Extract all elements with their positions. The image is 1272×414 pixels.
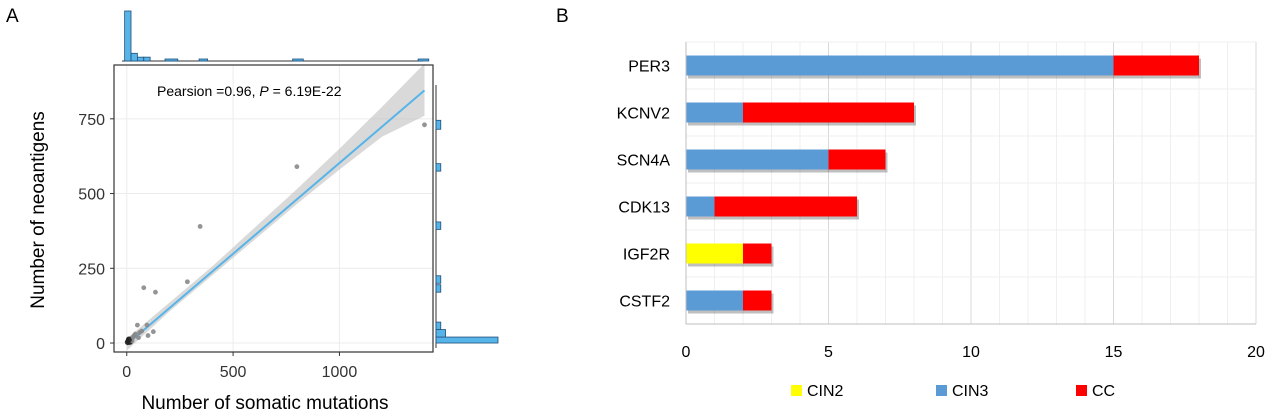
scatter-point (197, 224, 203, 229)
bar-segment-cin3 (686, 290, 743, 311)
bar-segment-cin3 (686, 55, 1114, 76)
bar-segment-cc (828, 149, 886, 170)
x-tick-label: 500 (220, 364, 247, 381)
bar-grid (686, 41, 1257, 325)
confidence-band (126, 63, 425, 351)
category-label: SCN4A (617, 153, 671, 170)
bar-x-tick-label: 15 (1105, 344, 1123, 361)
bar-segment-cc (743, 102, 914, 123)
y-hist-bar (435, 336, 499, 344)
scatter-point (125, 336, 132, 343)
scatter-point (134, 322, 140, 328)
y-hist-bar (435, 284, 442, 293)
x-hist-bar (143, 56, 151, 62)
bar-x-tick-label: 10 (962, 344, 980, 361)
y-axis-ticks: 0 250 500 750 (78, 112, 114, 353)
x-hist-bar (292, 58, 304, 62)
legend: CIN2 CIN3 CC (791, 383, 1115, 400)
scatter-point (144, 322, 150, 328)
y-hist-bar (435, 321, 442, 330)
scatter-point (184, 279, 190, 285)
x-hist-bar (417, 58, 430, 62)
y-hist-bar (435, 119, 442, 130)
bar-segment-cin3 (686, 102, 743, 123)
x-hist-bar (130, 52, 138, 62)
bar-segment-cin2 (686, 243, 743, 264)
scatter-annotation: Pearsion =0.96, P = 6.19E-22 (157, 83, 342, 99)
bar-x-ticks: 0 5 10 15 20 (682, 344, 1265, 361)
x-hist-bar (164, 58, 179, 62)
y-tick-label: 0 (96, 336, 105, 353)
legend-swatch-cin3 (936, 385, 947, 396)
bar-x-tick-label: 0 (682, 344, 691, 361)
y-hist-bar (435, 163, 442, 172)
category-label: KCNV2 (617, 106, 670, 123)
scatter-point (150, 329, 156, 335)
legend-label-cc: CC (1092, 383, 1115, 400)
x-marginal-histogram (122, 10, 430, 62)
bar-x-tick-label: 20 (1247, 344, 1265, 361)
category-label: CDK13 (618, 200, 670, 217)
x-hist-bar (124, 10, 132, 62)
category-label: IGF2R (623, 247, 670, 264)
bar-segment-cc (743, 243, 772, 264)
category-label: PER3 (628, 59, 670, 76)
panel-label-b: B (556, 6, 569, 27)
bar-x-tick-label: 5 (824, 344, 833, 361)
bar-panel-b: PER3 KCNV2 SCN4A CDK13 IGF2R CSTF2 0 5 10 15 20 C… (617, 41, 1265, 400)
scatter-panel-a: 0 500 1000 0 250 500 750 Pearsion =0.96, P = … (28, 10, 499, 414)
x-tick-label: 0 (122, 364, 131, 381)
y-marginal-histogram (435, 85, 499, 348)
scatter-point (132, 331, 138, 337)
scatter-point (422, 122, 427, 128)
y-axis-title: Number of neoantigens (28, 111, 49, 309)
regression-line (126, 89, 426, 346)
x-hist-bar (198, 58, 208, 62)
x-tick-label: 1000 (322, 364, 358, 381)
y-tick-label: 250 (78, 261, 105, 278)
scatter-point (136, 335, 141, 341)
bar-segment-cc (714, 196, 857, 217)
category-label: CSTF2 (619, 294, 670, 311)
x-axis-ticks: 0 500 1000 (122, 352, 357, 381)
x-hist-bar (136, 56, 145, 62)
bar-segment-cc (743, 290, 772, 311)
y-tick-label: 500 (78, 187, 105, 204)
legend-swatch-cc (1076, 385, 1087, 396)
scatter-point (141, 285, 147, 291)
bar-segment-cin3 (686, 196, 715, 217)
legend-label-cin2: CIN2 (807, 383, 844, 400)
scatter-point (139, 328, 145, 334)
scatter-point (145, 333, 151, 338)
y-hist-bar (435, 275, 442, 284)
y-tick-label: 750 (78, 112, 105, 129)
bar-segment-cin3 (686, 149, 829, 170)
legend-swatch-cin2 (791, 385, 802, 396)
panel-label-a: A (6, 6, 19, 27)
scatter-point (153, 289, 158, 295)
scatter-point (294, 164, 300, 170)
legend-label-cin3: CIN3 (952, 383, 989, 400)
bars (686, 55, 1201, 314)
scatter-plot-border (113, 64, 434, 353)
scatter-points (124, 122, 427, 346)
y-hist-bar (435, 221, 442, 230)
y-hist-bar (435, 329, 446, 338)
x-axis-title: Number of somatic mutations (141, 393, 388, 414)
category-labels: PER3 KCNV2 SCN4A CDK13 IGF2R CSTF2 (617, 59, 671, 311)
bar-segment-cc (1113, 55, 1199, 76)
